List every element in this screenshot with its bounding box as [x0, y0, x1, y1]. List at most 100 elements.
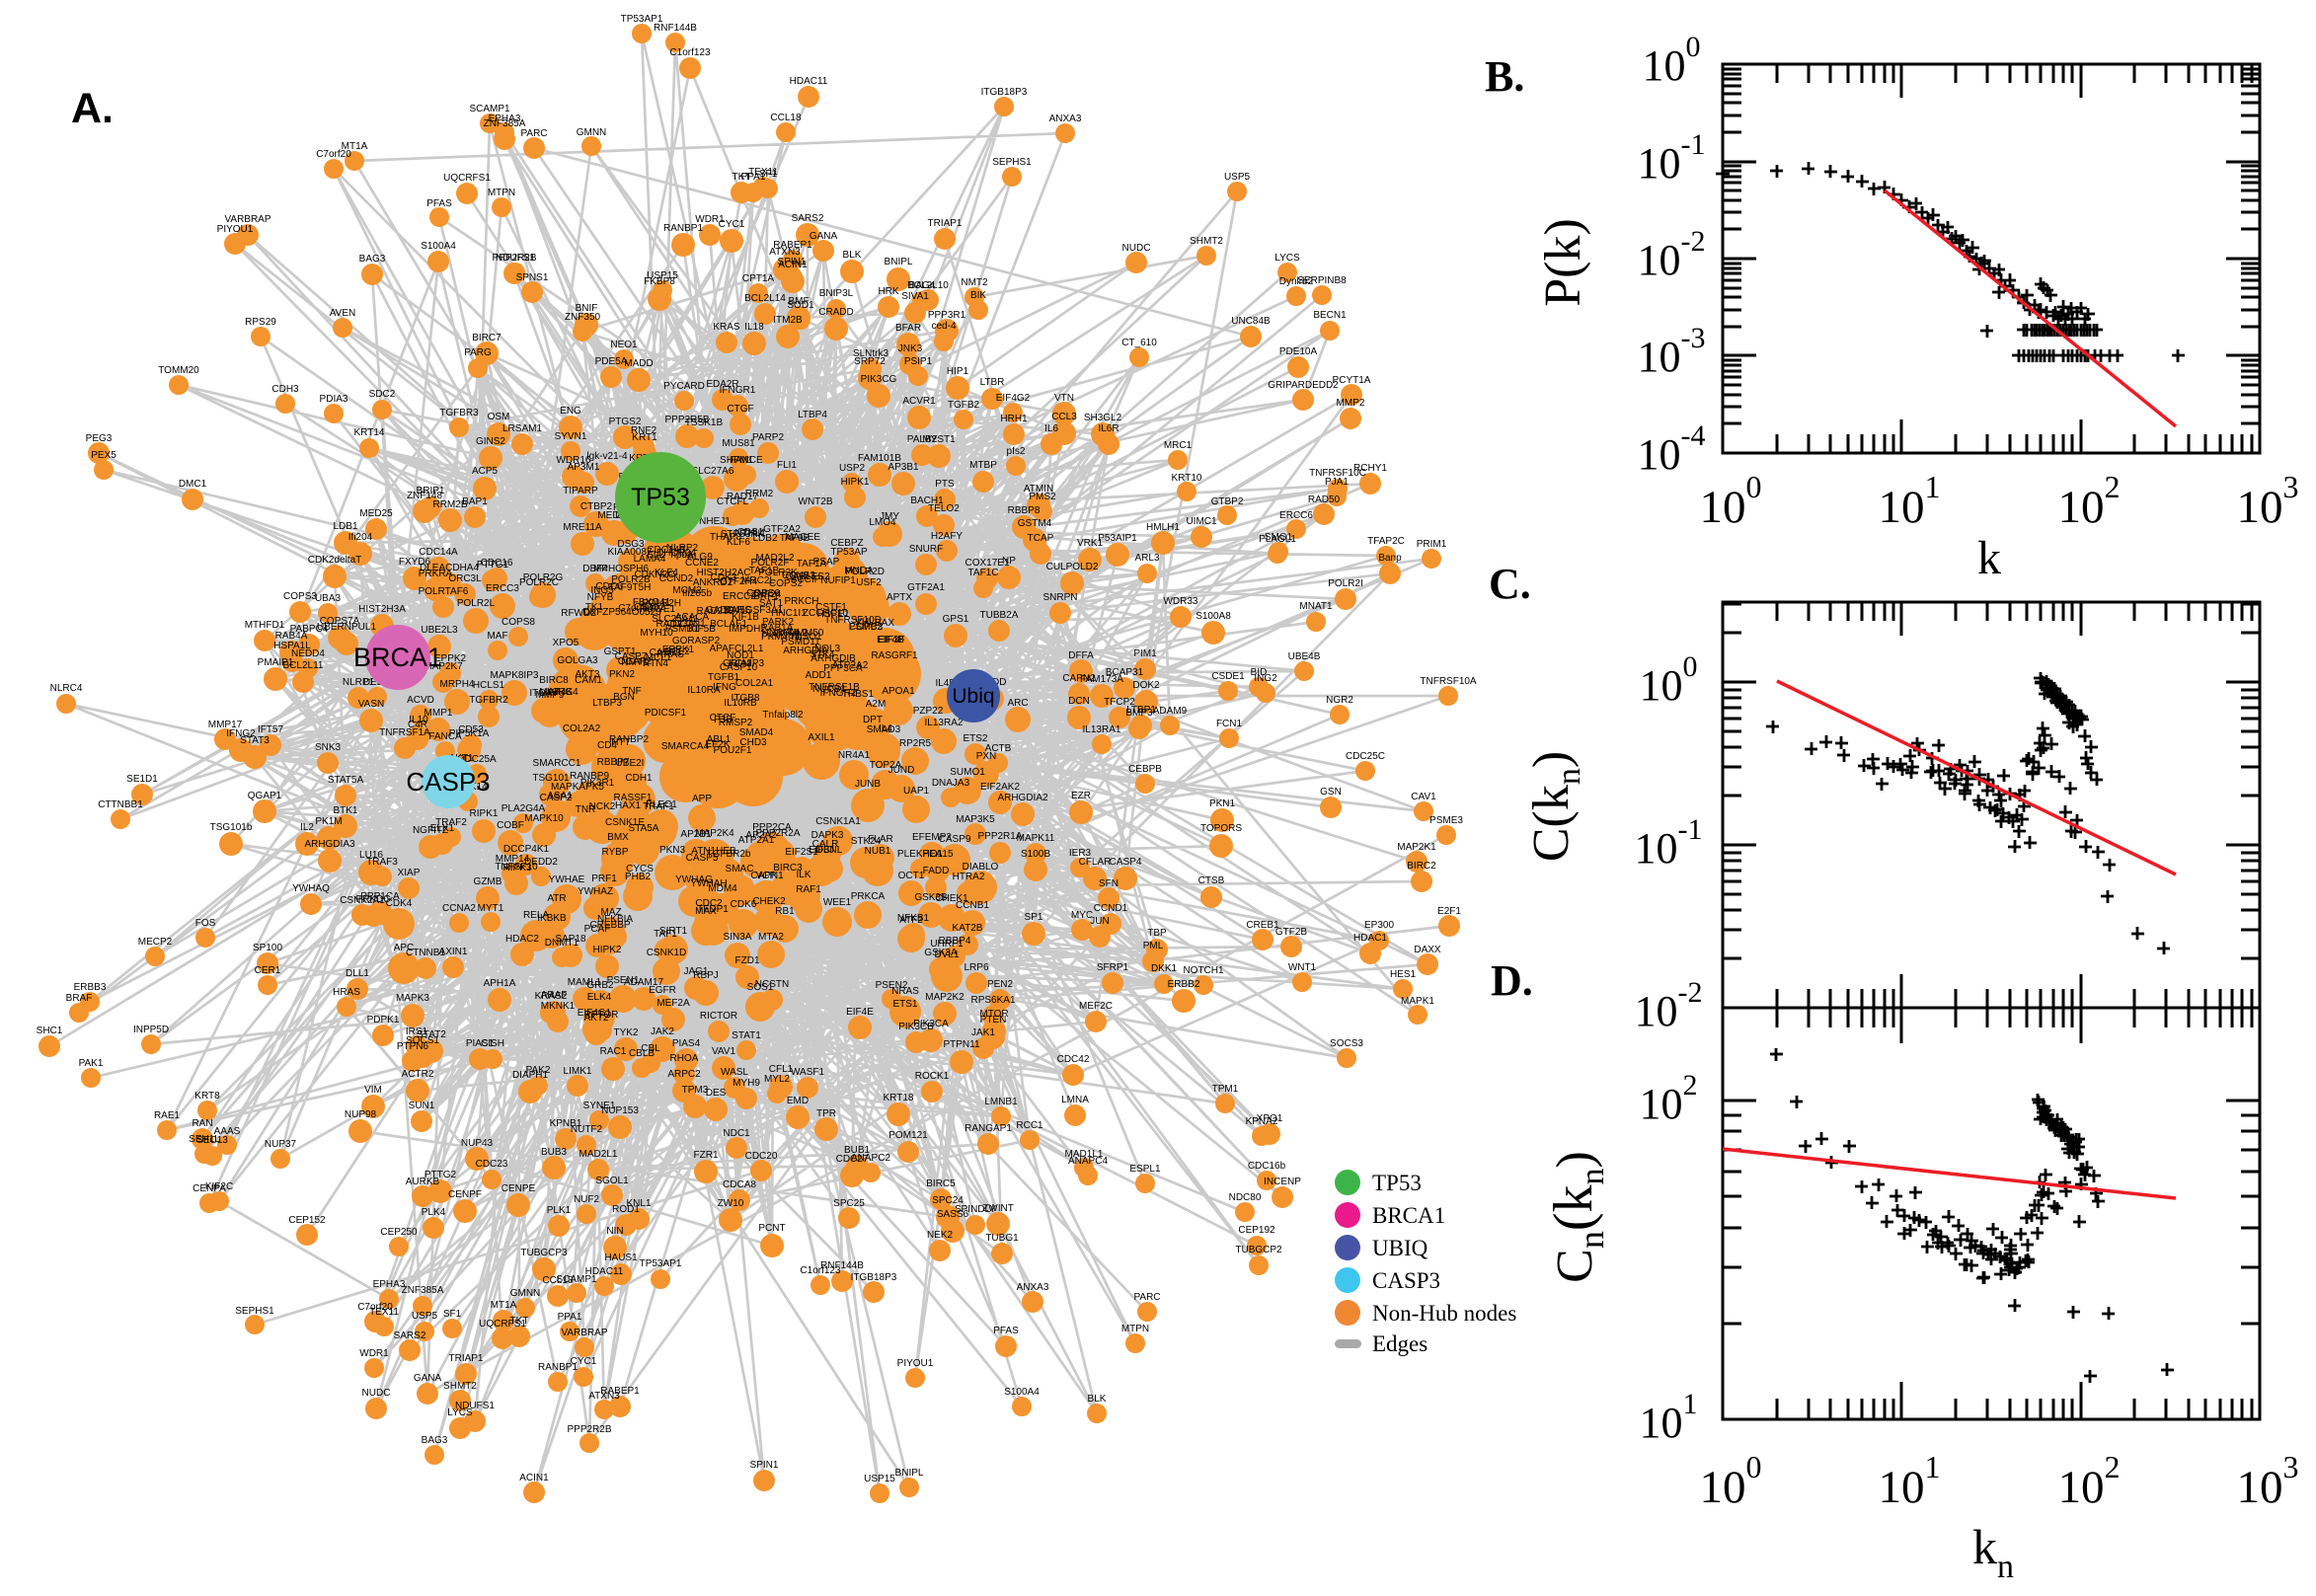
svg-text:CSNK1A1: CSNK1A1	[815, 816, 861, 827]
svg-text:ACVD: ACVD	[407, 695, 434, 706]
svg-text:HDAC2: HDAC2	[505, 934, 539, 945]
svg-text:TIPARP: TIPARP	[563, 486, 598, 496]
svg-text:ROCK1: ROCK1	[915, 1071, 950, 1082]
svg-text:MECP2: MECP2	[138, 937, 173, 948]
svg-text:TCAP: TCAP	[1028, 533, 1054, 544]
svg-text:TRAF3: TRAF3	[366, 857, 398, 868]
svg-text:UBIQ: UBIQ	[1372, 1236, 1428, 1260]
svg-text:TIMM50: TIMM50	[788, 628, 824, 639]
svg-text:CASP2: CASP2	[540, 793, 573, 803]
svg-text:TRIAP1: TRIAP1	[448, 1353, 483, 1364]
svg-text:MAPK10: MAPK10	[524, 813, 564, 824]
svg-text:TELO2: TELO2	[928, 503, 960, 514]
svg-text:WDR1: WDR1	[359, 1348, 389, 1359]
svg-text:LRP6: LRP6	[964, 962, 988, 973]
svg-text:PPP2R1A: PPP2R1A	[977, 831, 1022, 842]
svg-text:HUWE1: HUWE1	[640, 604, 676, 615]
svg-text:PPA1: PPA1	[741, 172, 766, 183]
svg-text:TP53AP1: TP53AP1	[640, 1258, 682, 1269]
svg-text:HRH1: HRH1	[1000, 414, 1028, 424]
svg-text:LMNA: LMNA	[1061, 1095, 1089, 1105]
svg-text:VTN: VTN	[1054, 393, 1074, 404]
svg-text:PRKCH: PRKCH	[784, 596, 818, 607]
svg-text:CASP10: CASP10	[720, 662, 758, 673]
svg-text:GTF2A2: GTF2A2	[763, 524, 801, 535]
svg-text:SNRPN: SNRPN	[1042, 592, 1077, 603]
svg-text:EFEMP2: EFEMP2	[912, 832, 952, 843]
svg-text:SLC25A11: SLC25A11	[652, 614, 699, 625]
svg-text:AP2B1: AP2B1	[680, 829, 712, 840]
svg-text:KNL1: KNL1	[626, 1198, 651, 1209]
svg-text:PLA2G4A: PLA2G4A	[502, 803, 546, 814]
svg-text:TP53AP1: TP53AP1	[621, 14, 663, 25]
svg-text:NUCB1: NUCB1	[812, 684, 846, 695]
svg-text:PTTG1: PTTG1	[477, 560, 509, 570]
svg-text:CULPOLD2: CULPOLD2	[1046, 562, 1099, 572]
svg-text:COL2A1: COL2A1	[735, 678, 774, 689]
svg-text:ATR: ATR	[547, 893, 566, 904]
svg-text:PIP5K1A: PIP5K1A	[449, 728, 490, 739]
svg-text:BRCA1: BRCA1	[1372, 1203, 1445, 1228]
svg-text:ARHGDIA2: ARHGDIA2	[997, 793, 1048, 803]
svg-text:C4R: C4R	[408, 720, 427, 730]
svg-text:ERCC2: ERCC2	[723, 591, 756, 602]
svg-text:CASP1: CASP1	[650, 647, 682, 658]
svg-text:BFAR: BFAR	[895, 323, 921, 334]
svg-text:BNIP3L: BNIP3L	[819, 288, 854, 299]
svg-text:k: k	[1977, 532, 2001, 584]
svg-text:RIPK3: RIPK3	[503, 863, 532, 874]
svg-text:RRAS: RRAS	[656, 649, 684, 660]
svg-text:PCNT: PCNT	[758, 1223, 785, 1234]
svg-text:ATMIN: ATMIN	[1024, 484, 1053, 494]
svg-text:ERCC3: ERCC3	[486, 583, 519, 594]
svg-text:DBF4: DBF4	[582, 564, 608, 574]
svg-text:APOA1: APOA1	[882, 686, 915, 697]
svg-text:SYNE1: SYNE1	[583, 1101, 616, 1111]
svg-text:MRPH4: MRPH4	[439, 679, 474, 690]
svg-text:MMP2: MMP2	[1337, 398, 1365, 409]
svg-text:CENPF: CENPF	[448, 1189, 482, 1200]
svg-text:KRAS2: KRAS2	[535, 991, 568, 1002]
svg-text:DMC1: DMC1	[179, 479, 207, 490]
svg-text:ESPL1: ESPL1	[1129, 1164, 1161, 1175]
svg-text:EMD: EMD	[787, 1096, 809, 1106]
svg-text:P(k): P(k)	[1535, 218, 1591, 307]
svg-text:KRT14: KRT14	[354, 427, 385, 438]
svg-text:MEF2C: MEF2C	[1079, 1001, 1113, 1012]
svg-text:KIF1B: KIF1B	[732, 612, 759, 623]
svg-text:BGN: BGN	[613, 692, 635, 703]
svg-text:PRKDC: PRKDC	[355, 894, 390, 905]
svg-text:TFCP2: TFCP2	[1104, 697, 1135, 708]
svg-text:TAF1: TAF1	[654, 929, 677, 940]
svg-text:TP53: TP53	[631, 484, 690, 511]
svg-text:POM121: POM121	[888, 1130, 928, 1141]
svg-text:BCCIP: BCCIP	[791, 574, 821, 585]
svg-text:SPC24: SPC24	[932, 1195, 964, 1206]
svg-text:RPS29: RPS29	[245, 317, 276, 328]
svg-text:TRAF2: TRAF2	[435, 817, 467, 828]
svg-text:ZNF385A: ZNF385A	[402, 1285, 444, 1296]
svg-text:PSIP1: PSIP1	[904, 356, 933, 367]
svg-text:RAB1A: RAB1A	[761, 623, 794, 634]
svg-text:KIF5B: KIF5B	[688, 624, 716, 635]
svg-text:TP53: TP53	[1372, 1171, 1422, 1195]
svg-text:PARC: PARC	[520, 128, 547, 139]
svg-text:LTBP4: LTBP4	[798, 410, 827, 420]
svg-text:RPS6KA1: RPS6KA1	[970, 995, 1015, 1006]
svg-text:ATXN3: ATXN3	[769, 247, 801, 258]
svg-text:PHB2: PHB2	[625, 872, 652, 882]
svg-text:XPO5: XPO5	[553, 638, 579, 648]
svg-text:MAGEE: MAGEE	[785, 532, 820, 543]
svg-text:SHMT2: SHMT2	[443, 1381, 477, 1392]
svg-text:DCTN1: DCTN1	[672, 619, 706, 630]
svg-text:TGFBR3: TGFBR3	[439, 408, 479, 418]
svg-text:SARS2: SARS2	[792, 213, 824, 224]
svg-text:MRC1: MRC1	[1164, 440, 1193, 451]
svg-text:VCP: VCP	[756, 871, 777, 881]
svg-text:LMO4: LMO4	[869, 517, 896, 528]
svg-text:MNDA: MNDA	[844, 566, 874, 576]
svg-text:CENPA: CENPA	[193, 1183, 226, 1194]
svg-text:EF2K: EF2K	[705, 739, 730, 750]
svg-text:NHEJ1: NHEJ1	[699, 516, 731, 527]
svg-text:SHMT2: SHMT2	[1190, 236, 1223, 247]
